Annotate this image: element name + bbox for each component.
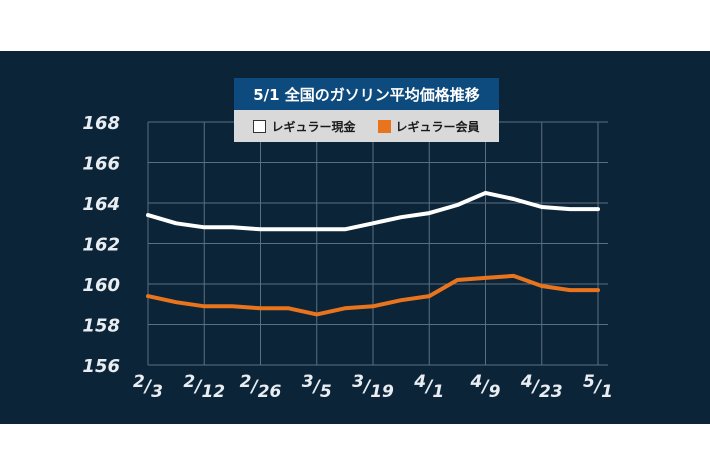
x-axis-ticks: 2/3 2/12 2/26 3/5 3/19 4/1 4/9 4/23 5/1 <box>133 372 613 402</box>
y-tick-label: 160 <box>82 275 120 296</box>
legend-item-member: レギュラー会員 <box>377 118 480 135</box>
x-tick-label: 2/26 <box>240 372 282 402</box>
y-tick-label: 164 <box>82 194 120 215</box>
x-tick-label: 2/12 <box>183 372 225 402</box>
y-tick-label: 166 <box>82 154 120 175</box>
chart-title: 5/1 全国のガソリン平均価格推移 <box>234 78 499 110</box>
x-tick-label: 5/1 <box>583 372 613 402</box>
x-tick-label: 4/9 <box>470 372 501 402</box>
legend-item-cash: レギュラー現金 <box>253 118 356 135</box>
x-tick-label: 2/3 <box>133 372 163 402</box>
legend-label-member: レギュラー会員 <box>395 119 480 134</box>
y-tick-label: 162 <box>82 235 120 256</box>
x-tick-label: 3/5 <box>302 372 332 402</box>
legend-swatch-cash <box>253 119 267 133</box>
series-lines <box>146 190 600 317</box>
y-tick-label: 158 <box>82 316 120 337</box>
legend-label-cash: レギュラー現金 <box>271 119 356 134</box>
legend-swatch-member <box>377 119 391 133</box>
y-axis-ticks: 156 158 160 162 164 166 168 <box>82 113 120 377</box>
y-tick-label: 156 <box>82 356 120 377</box>
series-line-member <box>146 273 600 317</box>
grid <box>147 121 608 366</box>
y-tick-label: 168 <box>82 113 120 134</box>
legend: レギュラー現金 レギュラー会員 <box>234 110 499 142</box>
x-tick-label: 4/1 <box>413 372 444 402</box>
x-tick-label: 4/23 <box>520 372 563 402</box>
x-tick-label: 3/19 <box>352 372 394 402</box>
series-line-cash <box>146 190 600 232</box>
